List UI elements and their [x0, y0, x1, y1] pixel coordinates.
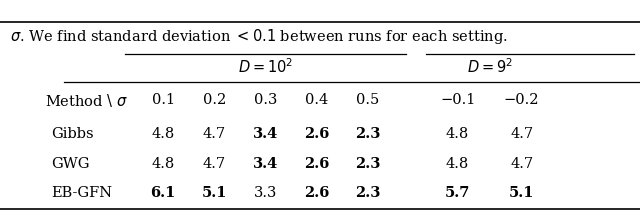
Text: 4.7: 4.7 [203, 127, 226, 141]
Text: 3.4: 3.4 [253, 127, 278, 141]
Text: 2.6: 2.6 [304, 157, 330, 170]
Text: 0.5: 0.5 [356, 93, 380, 107]
Text: $D = 9^2$: $D = 9^2$ [467, 57, 513, 76]
Text: 2.3: 2.3 [355, 127, 381, 141]
Text: 3.4: 3.4 [253, 157, 278, 170]
Text: 2.3: 2.3 [355, 157, 381, 170]
Text: Gibbs: Gibbs [51, 127, 94, 141]
Text: EB-GFN: EB-GFN [51, 186, 113, 200]
Text: GWG: GWG [51, 157, 90, 170]
Text: −0.2: −0.2 [504, 93, 540, 107]
Text: 2.6: 2.6 [304, 186, 330, 200]
Text: 4.7: 4.7 [203, 157, 226, 170]
Text: 0.2: 0.2 [203, 93, 226, 107]
Text: 0.1: 0.1 [152, 93, 175, 107]
Text: $\sigma$. We find standard deviation $< 0.1$ between runs for each setting.: $\sigma$. We find standard deviation $< … [10, 27, 508, 46]
Text: 2.6: 2.6 [304, 127, 330, 141]
Text: 2.3: 2.3 [355, 186, 381, 200]
Text: 4.7: 4.7 [510, 127, 533, 141]
Text: 0.3: 0.3 [254, 93, 277, 107]
Text: 5.7: 5.7 [445, 186, 470, 200]
Text: 4.8: 4.8 [152, 127, 175, 141]
Text: 4.8: 4.8 [446, 157, 469, 170]
Text: 5.1: 5.1 [202, 186, 227, 200]
Text: −0.1: −0.1 [440, 93, 476, 107]
Text: $D = 10^2$: $D = 10^2$ [238, 57, 293, 76]
Text: Method $\backslash$ $\sigma$: Method $\backslash$ $\sigma$ [45, 92, 128, 109]
Text: 5.1: 5.1 [509, 186, 534, 200]
Text: 4.8: 4.8 [446, 127, 469, 141]
Text: 4.8: 4.8 [152, 157, 175, 170]
Text: 4.7: 4.7 [510, 157, 533, 170]
Text: 6.1: 6.1 [150, 186, 176, 200]
Text: 0.4: 0.4 [305, 93, 328, 107]
Text: 3.3: 3.3 [254, 186, 277, 200]
